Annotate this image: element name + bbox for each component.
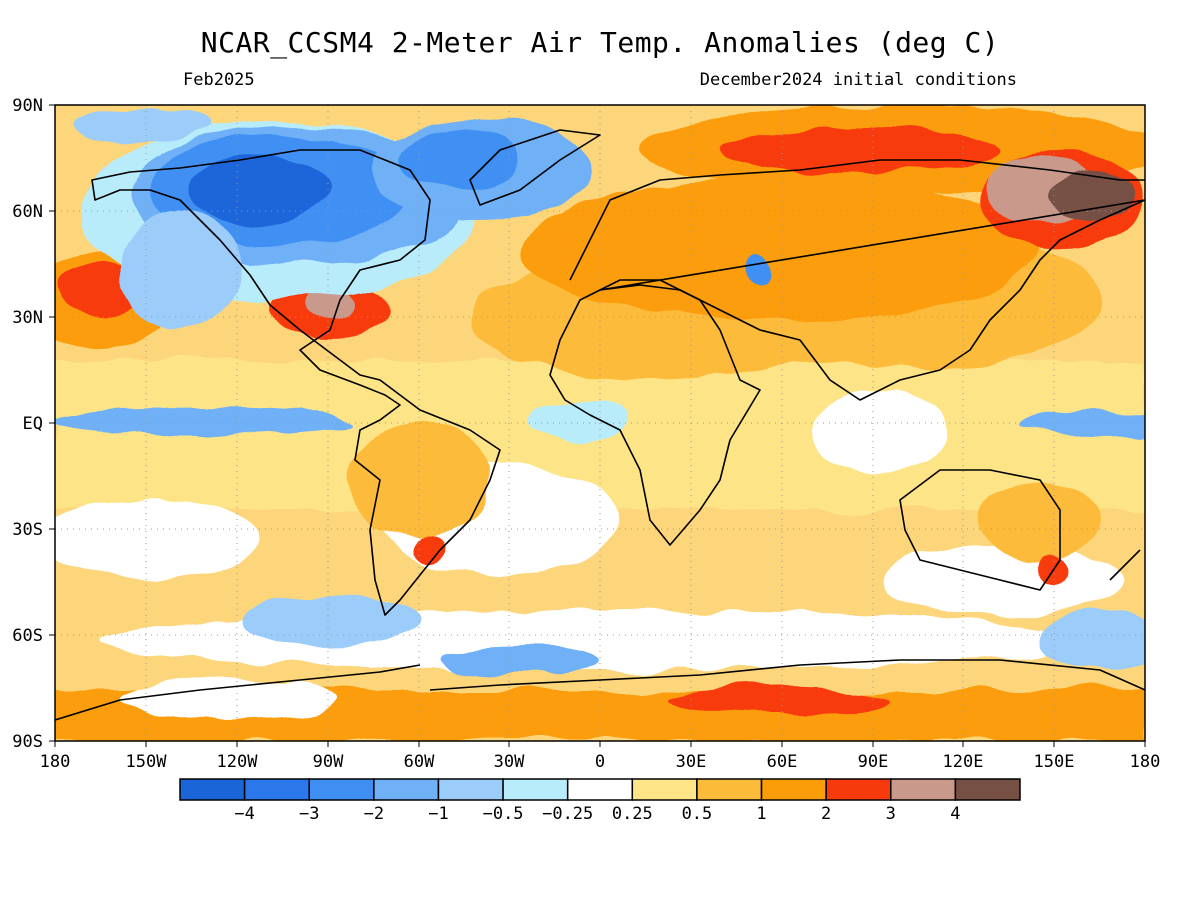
lat-tick-label: 30N (12, 308, 43, 328)
colorbar-swatch (696, 778, 763, 801)
colorbar-swatch (437, 778, 504, 801)
colorbar-swatch (373, 778, 440, 801)
init-conditions-label: December2024 initial conditions (699, 70, 1017, 90)
colorbar-swatch (760, 778, 827, 801)
colorbar-swatch (502, 778, 569, 801)
colorbar-label: −0.5 (483, 804, 524, 824)
colorbar-label: 3 (886, 804, 896, 824)
lon-tick-label: 0 (595, 752, 605, 772)
lon-tick-label: 60W (404, 752, 435, 772)
lat-tick-label: 90S (12, 732, 43, 752)
colorbar: −4 −3 −2 −1 −0.5 −0.25 0.25 0.5 1 2 3 4 (179, 778, 1021, 824)
lat-tick-label: 30S (12, 520, 43, 540)
colorbar-label: −1 (428, 804, 448, 824)
lon-tick-label: 120E (943, 752, 984, 772)
colorbar-swatch (243, 778, 310, 801)
lat-tick-label: EQ (23, 414, 43, 434)
lon-tick-label: 60E (767, 752, 798, 772)
coastlines (55, 129, 1145, 721)
colorbar-label: 4 (950, 804, 960, 824)
tick-marks (49, 104, 1146, 747)
lon-tick-label: 30E (676, 752, 707, 772)
lon-tick-label: 90E (858, 752, 889, 772)
lon-tick-label: 150E (1034, 752, 1075, 772)
lon-tick-label: 180 (1130, 752, 1161, 772)
colorbar-swatch (954, 778, 1021, 801)
colorbar-label: 2 (821, 804, 831, 824)
colorbar-swatch (179, 778, 246, 801)
lon-tick-labels: 180 150W 120W 90W 60W 30W 0 30E 60E 90E … (40, 752, 1161, 772)
colorbar-swatch (308, 778, 375, 801)
colorbar-label: 0.25 (612, 804, 653, 824)
colorbar-swatch (825, 778, 892, 801)
lon-tick-label: 30W (494, 752, 525, 772)
colorbar-swatch (566, 778, 634, 801)
colorbar-label: −4 (234, 804, 254, 824)
colorbar-label: −3 (299, 804, 319, 824)
lat-tick-label: 60S (12, 626, 43, 646)
map-title: NCAR_CCSM4 2-Meter Air Temp. Anomalies (… (200, 26, 1000, 59)
colorbar-label: −2 (364, 804, 384, 824)
graticule (55, 105, 1145, 741)
valid-month-label: Feb2025 (183, 70, 255, 90)
colorbar-swatch (890, 778, 957, 801)
lon-tick-label: 120W (217, 752, 259, 772)
colorbar-label: 0.5 (682, 804, 713, 824)
colorbar-swatch (631, 778, 698, 801)
lat-tick-label: 60N (12, 202, 43, 222)
lat-tick-label: 90N (12, 96, 43, 116)
lon-tick-label: 150W (126, 752, 168, 772)
colorbar-label: 1 (756, 804, 766, 824)
lon-tick-label: 90W (313, 752, 344, 772)
colorbar-label: −0.25 (542, 804, 593, 824)
anomaly-field (55, 105, 1145, 741)
lon-tick-label: 180 (40, 752, 71, 772)
lat-tick-labels: 90N 60N 30N EQ 30S 60S 90S (12, 96, 43, 752)
